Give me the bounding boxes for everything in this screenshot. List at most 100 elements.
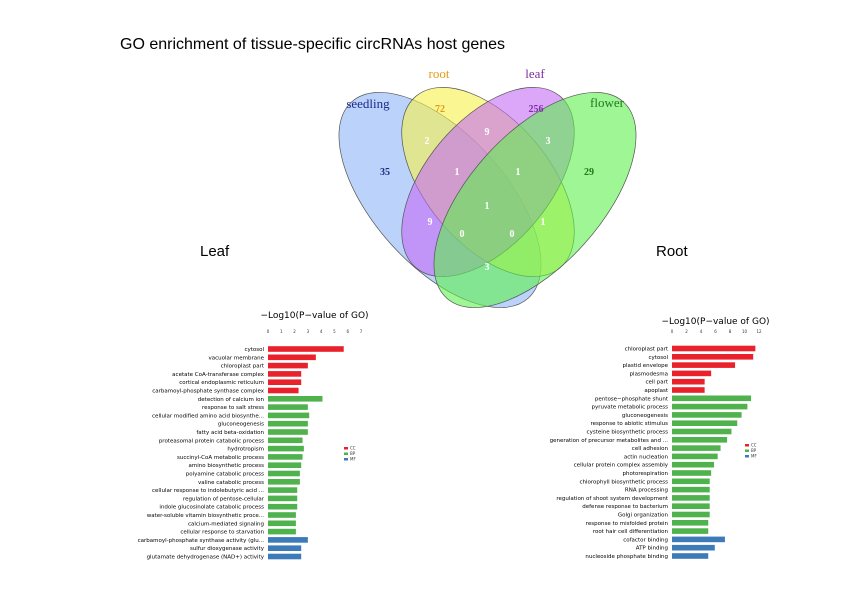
leaf-chart-tick-4: 4 xyxy=(320,329,323,334)
venn-count-seedling: 35 xyxy=(380,167,390,178)
root-chart-bar xyxy=(672,461,715,468)
leaf-chart-category-label: sulfur dioxygenase activity xyxy=(190,546,265,552)
root-chart-tick-0: 0 xyxy=(671,329,674,334)
leaf-chart-category-label: fatty acid beta-oxidation xyxy=(196,430,264,436)
root-chart-category-label: cell adhesion xyxy=(632,446,669,452)
leaf-chart-tick-5: 5 xyxy=(333,329,336,334)
leaf-chart-bar xyxy=(268,420,308,427)
leaf-chart-category-label: water-soluble vitamin biosynthetic proce… xyxy=(147,513,265,519)
root-chart-bar xyxy=(672,528,709,534)
root-chart-category-label: photorespiration xyxy=(623,471,669,477)
leaf-chart-bar xyxy=(268,445,304,452)
root-chart-tick-10: 10 xyxy=(742,329,748,334)
leaf-chart-bar xyxy=(268,379,302,385)
root-chart-category-label: chlorophyll biosynthetic process xyxy=(579,479,668,485)
leaf-chart-tick-2: 2 xyxy=(293,329,296,334)
leaf-chart-category-label: cellular modified amino acid biosynthe..… xyxy=(152,413,264,419)
root-chart-bar xyxy=(672,387,705,393)
root-chart-category-label: cell part xyxy=(646,380,669,386)
leaf-chart-bar xyxy=(268,462,302,468)
root-chart-category-label: root hair cell differentiation xyxy=(593,529,669,535)
venn-count-seedling-leaf-flower: 0 xyxy=(460,229,465,240)
leaf-chart-category-label: valine catabolic process xyxy=(198,480,264,486)
venn-count-seedling-root: 2 xyxy=(425,136,430,147)
root-chart-bar xyxy=(672,536,725,543)
leaf-chart-category-label: carbamoyl-phosphate synthase complex xyxy=(152,389,265,395)
root-chart-category-label: nucleoside phosphate binding xyxy=(585,554,668,560)
venn-count-leaf: 256 xyxy=(529,104,544,115)
root-chart-category-label: defense response to bacterium xyxy=(582,504,668,510)
leaf-chart-legend-CC: CC xyxy=(350,446,356,451)
root-chart-category-label: plasmodesma xyxy=(630,371,668,377)
venn-count-leaf-flower: 3 xyxy=(546,136,551,147)
root-chart-bar xyxy=(672,453,718,460)
root-chart-bar xyxy=(672,395,752,402)
root-chart-category-label: cellular protein complex assembly xyxy=(574,463,669,469)
root-chart-bar xyxy=(672,470,712,476)
root-chart-bar xyxy=(672,412,742,418)
venn-label-flower: flower xyxy=(590,95,625,110)
root-chart-category-label: chloroplast part xyxy=(625,347,669,353)
leaf-chart-category-label: polyamine catabolic process xyxy=(186,472,264,478)
root-chart-bar xyxy=(672,503,710,509)
leaf-chart-category-label: regulation of pentose-cellular xyxy=(183,496,265,502)
leaf-chart-bar xyxy=(268,503,298,510)
leaf-chart-bar xyxy=(268,371,302,377)
root-chart-bar xyxy=(672,345,756,352)
leaf-chart-tick-6: 6 xyxy=(346,329,349,334)
root-chart-bar xyxy=(672,544,715,551)
leaf-panel-label: Leaf xyxy=(200,243,230,260)
venn-count-seedling-root-leaf-flower: 1 xyxy=(485,201,490,212)
root-chart-category-label: actin nucleation xyxy=(624,454,669,460)
leaf-chart-category-label: detection of calcium ion xyxy=(198,397,265,403)
leaf-chart-axis-title: −Log10(P−value of GO) xyxy=(260,311,368,321)
root-chart-bar xyxy=(672,478,710,485)
root-chart-bar xyxy=(672,495,710,501)
root-chart-legend-swatch-MF xyxy=(745,455,749,458)
leaf-chart-bar xyxy=(268,528,296,535)
root-chart-category-label: cofactor binding xyxy=(623,537,668,543)
root-chart-legend-swatch-BP xyxy=(745,449,749,452)
root-chart-legend-swatch-CC xyxy=(745,444,749,447)
root-chart-category-label: pyruvate metabolic process xyxy=(592,405,669,411)
leaf-chart-bar xyxy=(268,520,296,527)
root-chart-axis-title: −Log10(P−value of GO) xyxy=(661,317,769,327)
leaf-chart-bar xyxy=(268,454,303,460)
root-chart-bar xyxy=(672,403,748,410)
venn-count-root: 72 xyxy=(435,104,445,115)
venn-count-seedling-root-leaf: 1 xyxy=(455,167,460,178)
root-chart-category-label: apoplast xyxy=(644,388,668,394)
root-chart-tick-8: 8 xyxy=(729,329,732,334)
leaf-chart-category-label: indole glucosinolate catabolic process xyxy=(159,505,264,511)
leaf-chart-bar xyxy=(268,437,303,444)
leaf-chart-legend-swatch-CC xyxy=(344,447,348,450)
venn-count-flower: 29 xyxy=(584,167,594,178)
leaf-chart-category-label: hydrotropism xyxy=(227,447,264,453)
leaf-chart-bar xyxy=(268,354,316,361)
venn-count-seedling-flower: 3 xyxy=(485,262,490,273)
root-chart-bar xyxy=(672,511,710,518)
leaf-chart-category-label: chloroplast part xyxy=(221,364,265,370)
leaf-chart-category-label: carbamoyl-phosphate synthase activity (g… xyxy=(138,538,265,544)
root-chart-category-label: response to abiotic stimulus xyxy=(591,421,669,427)
venn-label-leaf: leaf xyxy=(525,66,545,81)
root-chart-category-label: regulation of shoot system development xyxy=(556,496,668,502)
root-chart-bar xyxy=(672,362,736,368)
leaf-chart-tick-7: 7 xyxy=(360,329,363,334)
venn-count-seedling-leaf: 9 xyxy=(428,217,433,228)
leaf-chart-category-label: cellular response to indolebutyric acid … xyxy=(152,488,264,494)
root-chart-legend-CC: CC xyxy=(751,443,757,448)
root-chart-category-label: RNA processing xyxy=(625,488,668,494)
leaf-chart-category-label: proteasomal protein catabolic process xyxy=(159,438,264,444)
page-title: GO enrichment of tissue-specific circRNA… xyxy=(120,36,506,53)
root-chart-category-label: cysteine biosynthetic process xyxy=(587,430,669,436)
leaf-chart-legend-MF: MF xyxy=(350,457,356,462)
leaf-chart-category-label: succinyl-CoA metabolic process xyxy=(177,455,264,461)
venn-count-root-flower: 1 xyxy=(541,217,546,228)
leaf-chart-bar xyxy=(268,404,308,410)
venn-count-root-leaf: 9 xyxy=(485,127,490,138)
root-chart-bar xyxy=(672,437,728,443)
leaf-chart-bar xyxy=(268,412,310,419)
leaf-chart-tick-3: 3 xyxy=(307,329,310,334)
